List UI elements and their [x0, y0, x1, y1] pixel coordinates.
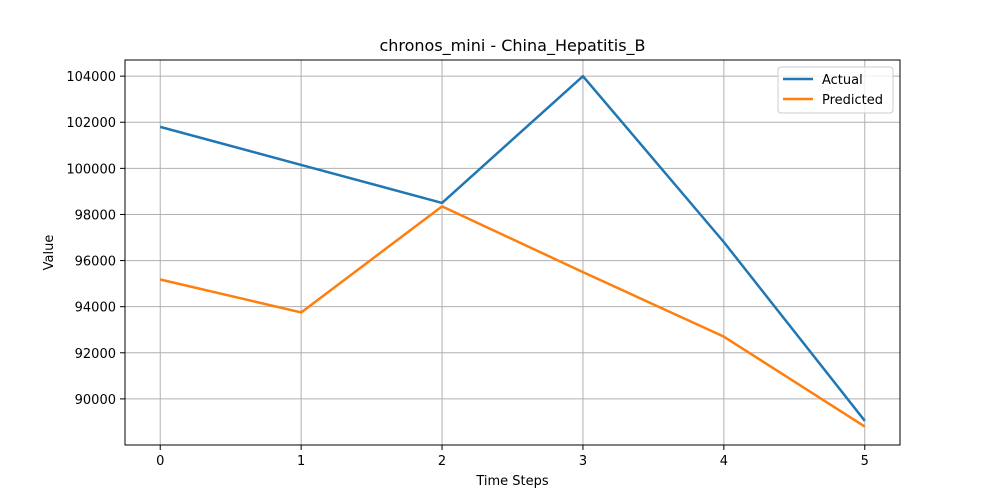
- y-tick-label: 102000: [66, 116, 116, 131]
- chart-title: chronos_mini - China_Hepatitis_B: [379, 36, 645, 56]
- plot-area-frame: [124, 59, 901, 446]
- legend-label-actual: Actual: [822, 73, 863, 88]
- x-tick-label: 3: [579, 454, 587, 469]
- y-tick-label: 90000: [75, 393, 116, 408]
- x-axis-label: Time Steps: [475, 474, 549, 489]
- legend: Actual Predicted: [777, 66, 894, 114]
- legend-label-predicted: Predicted: [822, 93, 883, 108]
- y-tick-label: 92000: [75, 347, 116, 362]
- grid-lines: [125, 60, 900, 445]
- y-axis-label: Value: [42, 235, 57, 271]
- x-tick-label: 2: [438, 454, 446, 469]
- series-line-actual: [159, 74, 866, 422]
- x-tick-label: 4: [720, 454, 728, 469]
- x-tick-label: 1: [297, 454, 305, 469]
- series-lines: [159, 74, 866, 428]
- x-tick-label: 5: [861, 454, 869, 469]
- axis-ticks: 0 1 2 3 4 5 90000 92000 94000 96000 98000 100000 102…: [66, 70, 869, 469]
- y-tick-label: 96000: [75, 255, 116, 270]
- y-tick-label: 98000: [75, 208, 116, 223]
- x-tick-label: 0: [156, 454, 164, 469]
- series-line-predicted: [159, 205, 866, 428]
- y-tick-label: 100000: [66, 162, 116, 177]
- y-tick-label: 94000: [75, 301, 116, 316]
- y-tick-label: 104000: [66, 70, 116, 85]
